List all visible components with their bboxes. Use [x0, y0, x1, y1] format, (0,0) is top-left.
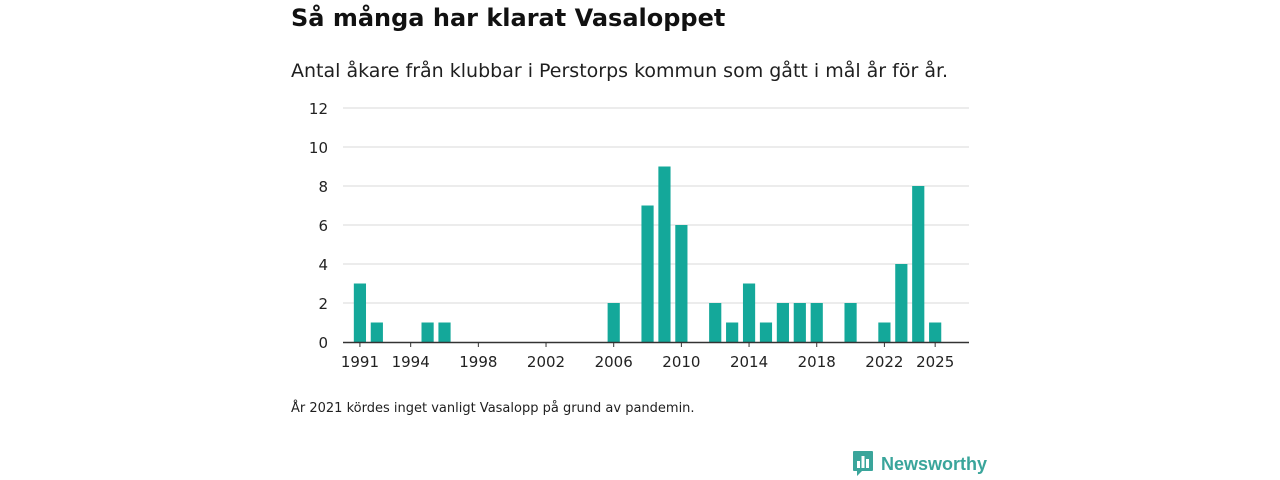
y-tick-label-12: 12 [309, 100, 328, 118]
bar-2009 [658, 166, 671, 342]
bar-2022 [878, 322, 891, 342]
bar-2012 [709, 303, 722, 342]
x-tick-label-2002: 2002 [527, 353, 565, 371]
bar-1991 [353, 283, 367, 342]
y-tick-label-0: 0 [318, 334, 328, 352]
x-tick-label-2006: 2006 [595, 353, 633, 371]
bar-2013 [726, 322, 739, 342]
x-tick-label-2010: 2010 [662, 353, 700, 371]
bar-2010 [675, 225, 688, 342]
bar-1996 [438, 322, 451, 342]
y-tick-label-8: 8 [318, 178, 328, 196]
x-tick-label-1994: 1994 [392, 353, 430, 371]
bar-2015 [759, 322, 773, 342]
brand-name: Newsworthy [881, 453, 988, 474]
x-tick-label-1991: 1991 [341, 353, 379, 371]
bar-1995 [421, 322, 434, 342]
chart-subtitle: Antal åkare från klubbar i Perstorps kom… [291, 60, 949, 82]
x-tick-label-1998: 1998 [459, 353, 497, 371]
bar-2024 [912, 186, 925, 342]
footnote: År 2021 kördes inget vanligt Vasalopp på… [291, 401, 695, 416]
x-tick-label-2025: 2025 [916, 353, 954, 371]
bar-2014 [742, 283, 756, 342]
bar-2017 [793, 303, 806, 342]
x-tick-label-2014: 2014 [730, 353, 768, 371]
bar-2020 [844, 303, 857, 342]
bar-chart: 0 2 4 6 8 10 12 1991 1994 1998 2002 2006 2010 2014 201… [309, 100, 969, 371]
bar-2018 [810, 303, 823, 342]
newsworthy-logo-icon [853, 451, 873, 476]
x-tick-label-2022: 2022 [865, 353, 903, 371]
x-tick-label-2018: 2018 [798, 353, 836, 371]
brand-logo: Newsworthy [852, 450, 987, 478]
bar-2008 [641, 205, 654, 342]
y-tick-label-2: 2 [318, 295, 328, 313]
bar-2023 [895, 264, 908, 342]
chart-title: Så många har klarat Vasaloppet [291, 4, 726, 32]
bar-2025 [929, 322, 942, 342]
bar-1992 [370, 322, 383, 342]
y-tick-label-10: 10 [309, 139, 328, 157]
y-tick-label-4: 4 [318, 256, 328, 274]
bar-2016 [776, 303, 789, 342]
y-tick-label-6: 6 [318, 217, 328, 235]
bar-2006 [607, 303, 620, 342]
